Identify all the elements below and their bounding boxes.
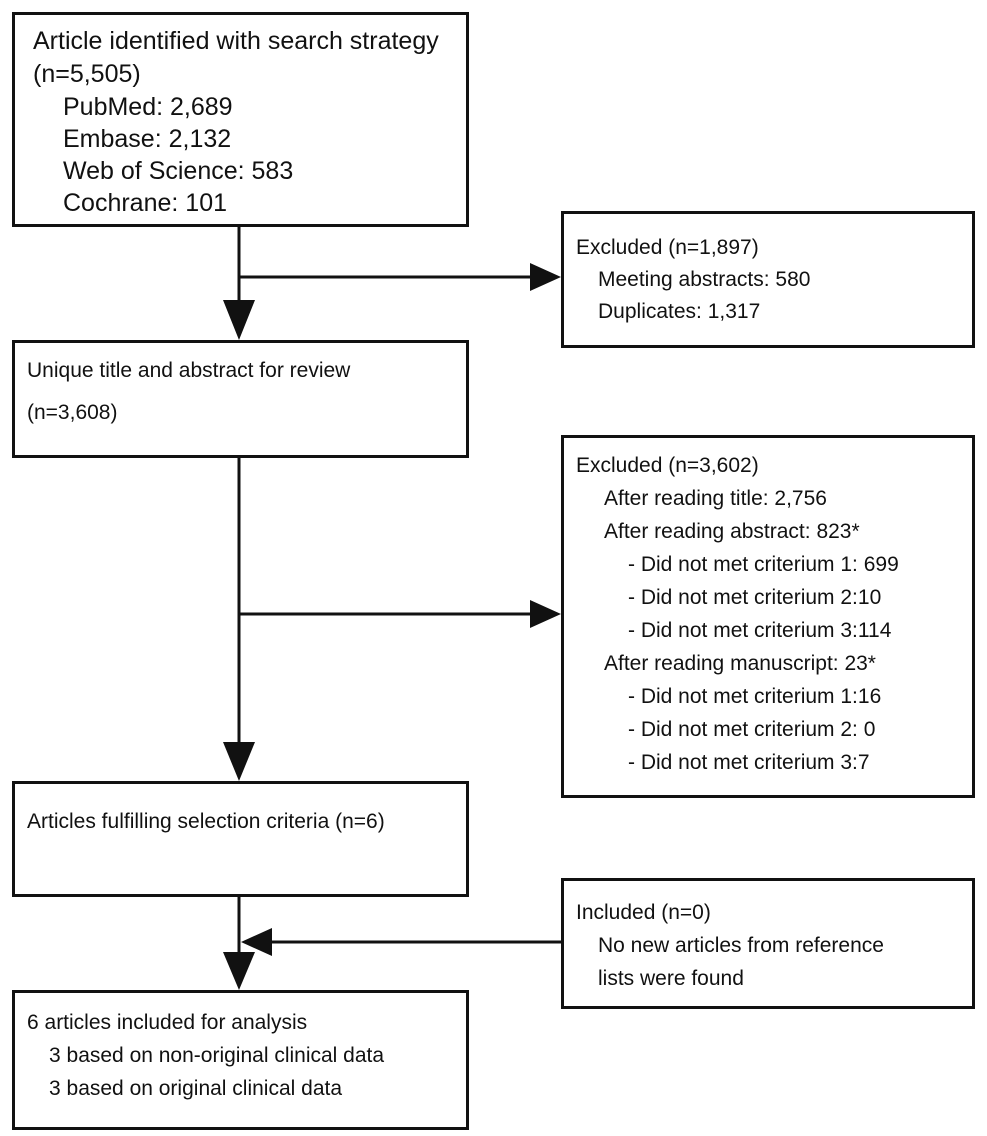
manuscript-criterium-1: - Did not met criterium 1:16 [628,685,882,708]
final-line-original: 3 based on original clinical data [49,1077,343,1100]
manuscript-criterium-3: - Did not met criterium 3:7 [628,751,870,774]
abstract-criterium-3: - Did not met criterium 3:114 [628,619,892,642]
arrowhead-to-fulfilling [223,742,255,781]
excluded-duplicates: Duplicates: 1,317 [598,300,761,323]
after-reading-title: After reading title: 2,756 [604,487,827,510]
fulfilling-criteria-box: Articles fulfilling selection criteria (… [12,781,469,897]
source-cochrane: Cochrane: 101 [63,189,228,217]
after-reading-manuscript: After reading manuscript: 23* [604,652,876,675]
final-line-non-original: 3 based on non-original clinical data [49,1044,385,1067]
search-box-title: Article identified with search strategy [33,27,439,55]
source-embase: Embase: 2,132 [63,125,232,153]
unique-box-title: Unique title and abstract for review [27,359,351,382]
included-box-title: Included (n=0) [576,901,711,924]
search-box-count: (n=5,505) [33,60,141,88]
excluded-second-box: Excluded (n=3,602) After reading title: … [561,435,975,798]
abstract-criterium-2: - Did not met criterium 2:10 [628,586,882,609]
unique-box-count: (n=3,608) [27,401,118,424]
unique-title-box: Unique title and abstract for review (n=… [12,340,469,458]
source-pubmed: PubMed: 2,689 [63,93,233,121]
final-box-title: 6 articles included for analysis [27,1011,308,1034]
manuscript-criterium-2: - Did not met criterium 2: 0 [628,718,876,741]
final-analysis-box: 6 articles included for analysis 3 based… [12,990,469,1130]
excluded-second-title: Excluded (n=3,602) [576,454,759,477]
included-line-1: No new articles from reference [598,934,884,957]
included-line-2: lists were found [598,967,744,990]
arrowhead-to-final [223,952,255,990]
excluded-first-title: Excluded (n=1,897) [576,236,759,259]
arrowhead-to-unique [223,300,255,340]
arrowhead-from-included [241,928,272,956]
search-strategy-box: Article identified with search strategy … [12,12,469,227]
excluded-first-box: Excluded (n=1,897) Meeting abstracts: 58… [561,211,975,348]
after-reading-abstract: After reading abstract: 823* [604,520,860,543]
excluded-meeting-abstracts: Meeting abstracts: 580 [598,268,811,291]
abstract-criterium-1: - Did not met criterium 1: 699 [628,553,899,576]
source-web-of-science: Web of Science: 583 [63,157,294,185]
fulfilling-box-title: Articles fulfilling selection criteria (… [27,810,385,833]
arrowhead-to-excluded-second [530,600,561,628]
arrowhead-to-excluded-first [530,263,561,291]
included-box: Included (n=0) No new articles from refe… [561,878,975,1009]
